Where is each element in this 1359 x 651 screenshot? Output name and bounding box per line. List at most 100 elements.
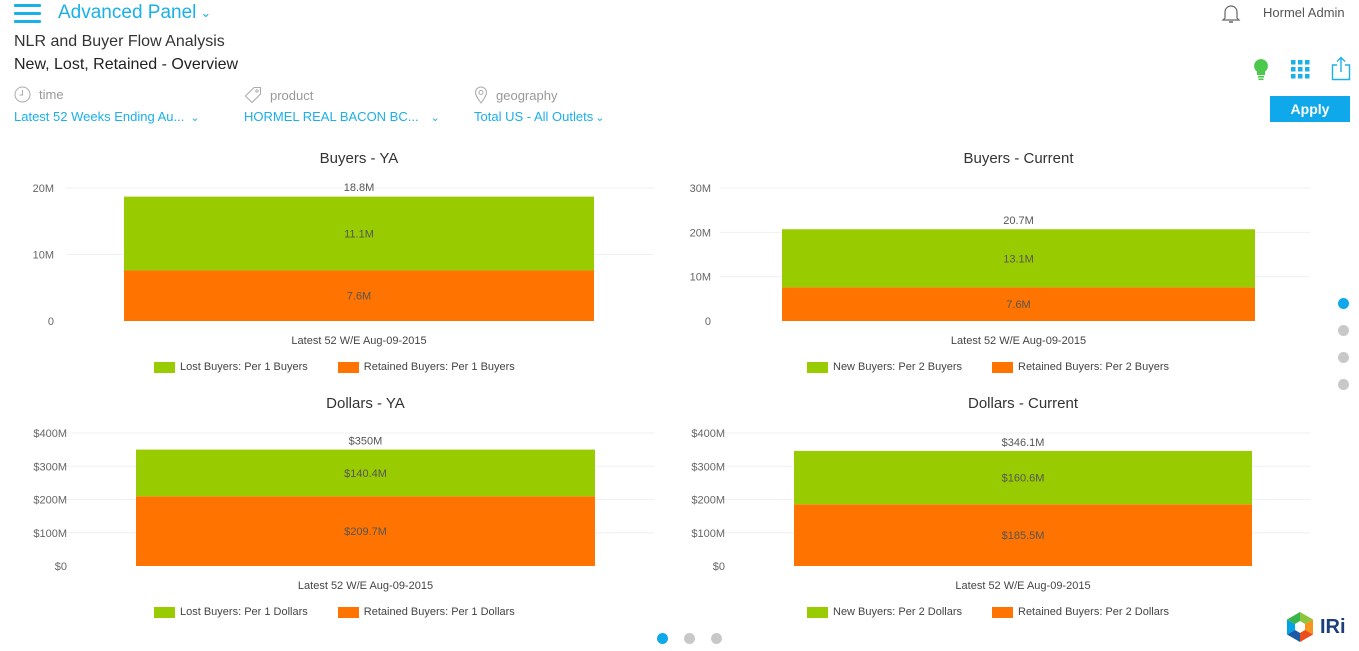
- x-category-label: Latest 52 W/E Aug-09-2015: [291, 335, 427, 347]
- legend-label: Lost Buyers: Per 1 Dollars: [180, 606, 308, 618]
- y-tick-label: $100M: [691, 528, 725, 540]
- panel-title: Advanced Panel: [58, 2, 197, 23]
- bar-data-label: $140.4M: [344, 468, 387, 480]
- user-name[interactable]: Hormel Admin: [1263, 5, 1345, 20]
- legend-item-retained[interactable]: Retained Buyers: Per 1 Dollars: [337, 606, 515, 618]
- vertical-page-dot[interactable]: [1338, 352, 1349, 363]
- filter-product: product: [244, 86, 313, 104]
- vertical-page-dot[interactable]: [1338, 298, 1349, 309]
- iri-logo: IRi: [1284, 611, 1346, 643]
- legend-item-lost[interactable]: Lost Buyers: Per 1 Dollars: [154, 606, 308, 618]
- horizontal-page-dot[interactable]: [684, 633, 695, 644]
- legend-item-retained[interactable]: Retained Buyers: Per 2 Buyers: [992, 361, 1169, 373]
- chart-title-buyers-ya: Buyers - YA: [319, 150, 399, 167]
- lightbulb-icon[interactable]: [1252, 58, 1270, 82]
- x-category-label: Latest 52 W/E Aug-09-2015: [955, 580, 1091, 592]
- y-tick-label: 20M: [33, 183, 54, 195]
- filter-time-value: Latest 52 Weeks Ending Au...: [14, 109, 185, 124]
- advanced-panel-dropdown[interactable]: Advanced Panel ⌄: [58, 2, 211, 24]
- bar-segment[interactable]: [782, 287, 1255, 321]
- filter-time-dropdown[interactable]: Latest 52 Weeks Ending Au... ⌄: [14, 109, 200, 124]
- legend-buyers-ya: Lost Buyers: Per 1 Buyers Retained Buyer…: [154, 361, 515, 373]
- legend-dollars-ya: Lost Buyers: Per 1 Dollars Retained Buye…: [154, 606, 515, 618]
- hamburger-menu-icon[interactable]: [14, 4, 41, 24]
- y-tick-label: 0: [48, 316, 54, 328]
- legend-swatch: [807, 361, 828, 373]
- report-title: NLR and Buyer Flow Analysis: [14, 33, 225, 50]
- x-category-label: Latest 52 W/E Aug-09-2015: [297, 580, 434, 592]
- y-tick-label: 10M: [690, 272, 711, 284]
- bar-data-label: 7.6M: [347, 291, 371, 303]
- legend-item-retained[interactable]: Retained Buyers: Per 2 Dollars: [992, 606, 1169, 618]
- apply-button[interactable]: Apply: [1270, 96, 1350, 122]
- bar-segment[interactable]: [794, 504, 1252, 566]
- y-tick-label: 20M: [690, 227, 711, 239]
- chevron-down-icon: ⌄: [200, 5, 212, 20]
- bar-data-label: $185.5M: [1002, 530, 1045, 542]
- iri-logo-mark: [1287, 612, 1313, 642]
- iri-logo-text: IRi: [1320, 615, 1346, 638]
- filter-product-dropdown[interactable]: HORMEL REAL BACON BC... ⌄: [244, 109, 440, 124]
- legend-label: New Buyers: Per 2 Buyers: [833, 361, 962, 373]
- y-tick-label: 0: [705, 316, 711, 328]
- legend-label: Lost Buyers: Per 1 Buyers: [180, 361, 308, 373]
- bar-segment[interactable]: [124, 196, 594, 271]
- chevron-down-icon: ⌄: [595, 112, 605, 124]
- bar-data-label: $160.6M: [1002, 473, 1045, 485]
- bell-icon[interactable]: [1221, 3, 1241, 25]
- legend-swatch: [154, 361, 175, 373]
- chart-title-dollars-ya: Dollars - YA: [326, 395, 405, 412]
- legend-item-retained[interactable]: Retained Buyers: Per 1 Buyers: [337, 361, 515, 373]
- filter-geography-label: geography: [496, 87, 558, 103]
- y-tick-label: 30M: [690, 183, 711, 195]
- horizontal-page-dot[interactable]: [711, 633, 722, 644]
- filter-geography-dropdown[interactable]: Total US - All Outlets ⌄: [474, 109, 604, 124]
- bar-segment[interactable]: [782, 229, 1255, 288]
- horizontal-pagination: [657, 633, 722, 644]
- legend-item-new[interactable]: New Buyers: Per 2 Dollars: [807, 606, 962, 618]
- legend-swatch: [337, 606, 359, 618]
- bar-total-label: 18.8M: [344, 182, 375, 194]
- share-icon[interactable]: [1331, 56, 1351, 81]
- vertical-page-dot[interactable]: [1338, 325, 1349, 336]
- y-tick-label: $400M: [691, 428, 725, 440]
- legend-label: Retained Buyers: Per 1 Dollars: [363, 606, 515, 618]
- y-tick-label: $300M: [691, 461, 725, 473]
- y-tick-label: $400M: [33, 428, 67, 440]
- grid-icon[interactable]: [1291, 60, 1310, 79]
- vertical-pagination: [1338, 298, 1349, 390]
- bar-total-label: $346.1M: [1002, 437, 1045, 449]
- filter-time-label: time: [39, 87, 64, 102]
- location-pin-icon: [474, 86, 488, 104]
- bar-total-label: 20.7M: [1003, 215, 1034, 227]
- legend-swatch: [807, 606, 828, 618]
- bar-segment[interactable]: [136, 449, 595, 497]
- legend-dollars-current: New Buyers: Per 2 Dollars Retained Buyer…: [807, 606, 1169, 618]
- legend-item-lost[interactable]: Lost Buyers: Per 1 Buyers: [154, 361, 308, 373]
- bar-data-label: $209.7M: [344, 526, 387, 538]
- y-tick-label: $200M: [691, 495, 725, 507]
- report-subtitle: New, Lost, Retained - Overview: [14, 56, 239, 73]
- filter-product-label: product: [270, 87, 314, 103]
- legend-label: New Buyers: Per 2 Dollars: [833, 606, 962, 618]
- legend-swatch: [337, 361, 359, 373]
- bar-data-label: 11.1M: [344, 229, 374, 241]
- bar-segment[interactable]: [794, 450, 1252, 505]
- filter-time: time: [14, 86, 64, 103]
- legend-swatch: [154, 606, 175, 618]
- bar-segment[interactable]: [124, 270, 594, 321]
- legend-label: Retained Buyers: Per 2 Dollars: [1018, 606, 1170, 618]
- y-tick-label: $200M: [33, 495, 67, 507]
- bar-segment[interactable]: [136, 496, 595, 566]
- horizontal-page-dot[interactable]: [657, 633, 668, 644]
- legend-item-new[interactable]: New Buyers: Per 2 Buyers: [807, 361, 962, 373]
- bar-total-label: $350M: [349, 436, 383, 448]
- vertical-page-dot[interactable]: [1338, 379, 1349, 390]
- filter-geography: geography: [474, 86, 557, 104]
- legend-label: Retained Buyers: Per 2 Buyers: [1018, 361, 1170, 373]
- bar-data-label: 7.6M: [1006, 299, 1030, 311]
